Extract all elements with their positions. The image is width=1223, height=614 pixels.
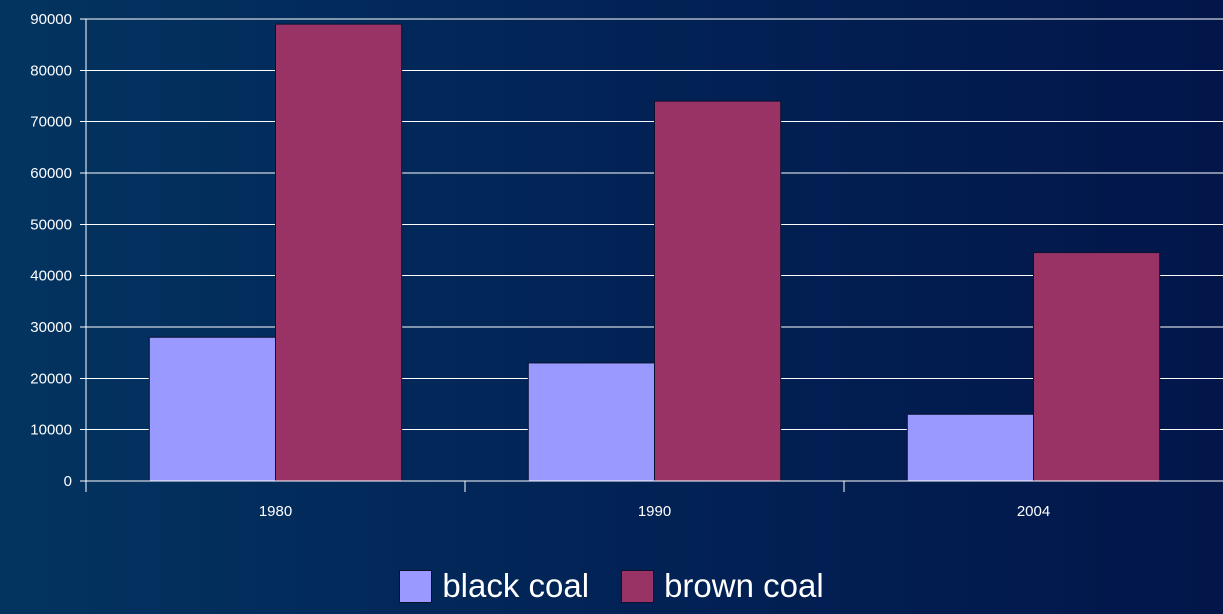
x-tick-label: 2004 bbox=[1017, 503, 1050, 520]
y-tick-label: 60000 bbox=[30, 165, 72, 182]
bar-brown-coal-2004 bbox=[1033, 252, 1161, 482]
legend-swatch-black-coal bbox=[399, 569, 433, 603]
y-tick-label: 40000 bbox=[30, 268, 72, 285]
y-tick-label: 30000 bbox=[30, 319, 72, 336]
bar-black-coal-2004 bbox=[906, 413, 1035, 482]
legend-item-black-coal: black coal bbox=[399, 568, 589, 604]
y-tick-label: 10000 bbox=[30, 422, 72, 439]
axes bbox=[85, 19, 1223, 482]
bar-black-coal-1990 bbox=[527, 362, 656, 482]
legend-label-black-coal: black coal bbox=[442, 567, 590, 604]
y-tick-label: 90000 bbox=[30, 11, 72, 28]
y-tick-label: 50000 bbox=[30, 216, 72, 233]
bar-brown-coal-1990 bbox=[654, 100, 782, 482]
y-tick-label: 70000 bbox=[30, 114, 72, 131]
bar-brown-coal-1980 bbox=[275, 23, 403, 482]
y-tick-label: 0 bbox=[64, 473, 72, 490]
bar-black-coal-1980 bbox=[148, 336, 276, 482]
y-axis-ticks: 0 10000 20000 30000 40000 50000 60000 70000 8000… bbox=[30, 11, 86, 490]
legend-swatch-brown-coal bbox=[621, 569, 655, 603]
x-tick-label: 1990 bbox=[638, 503, 671, 520]
legend-label-brown-coal: brown coal bbox=[664, 567, 824, 604]
legend-item-brown-coal: brown coal bbox=[621, 568, 824, 604]
x-axis-ticks: 1980 1990 2004 bbox=[85, 481, 1050, 520]
x-tick-label: 1980 bbox=[259, 503, 292, 520]
bars bbox=[148, 23, 1161, 482]
legend: black coal brown coal bbox=[0, 568, 1223, 604]
y-tick-label: 80000 bbox=[30, 62, 72, 79]
y-tick-label: 20000 bbox=[30, 370, 72, 387]
